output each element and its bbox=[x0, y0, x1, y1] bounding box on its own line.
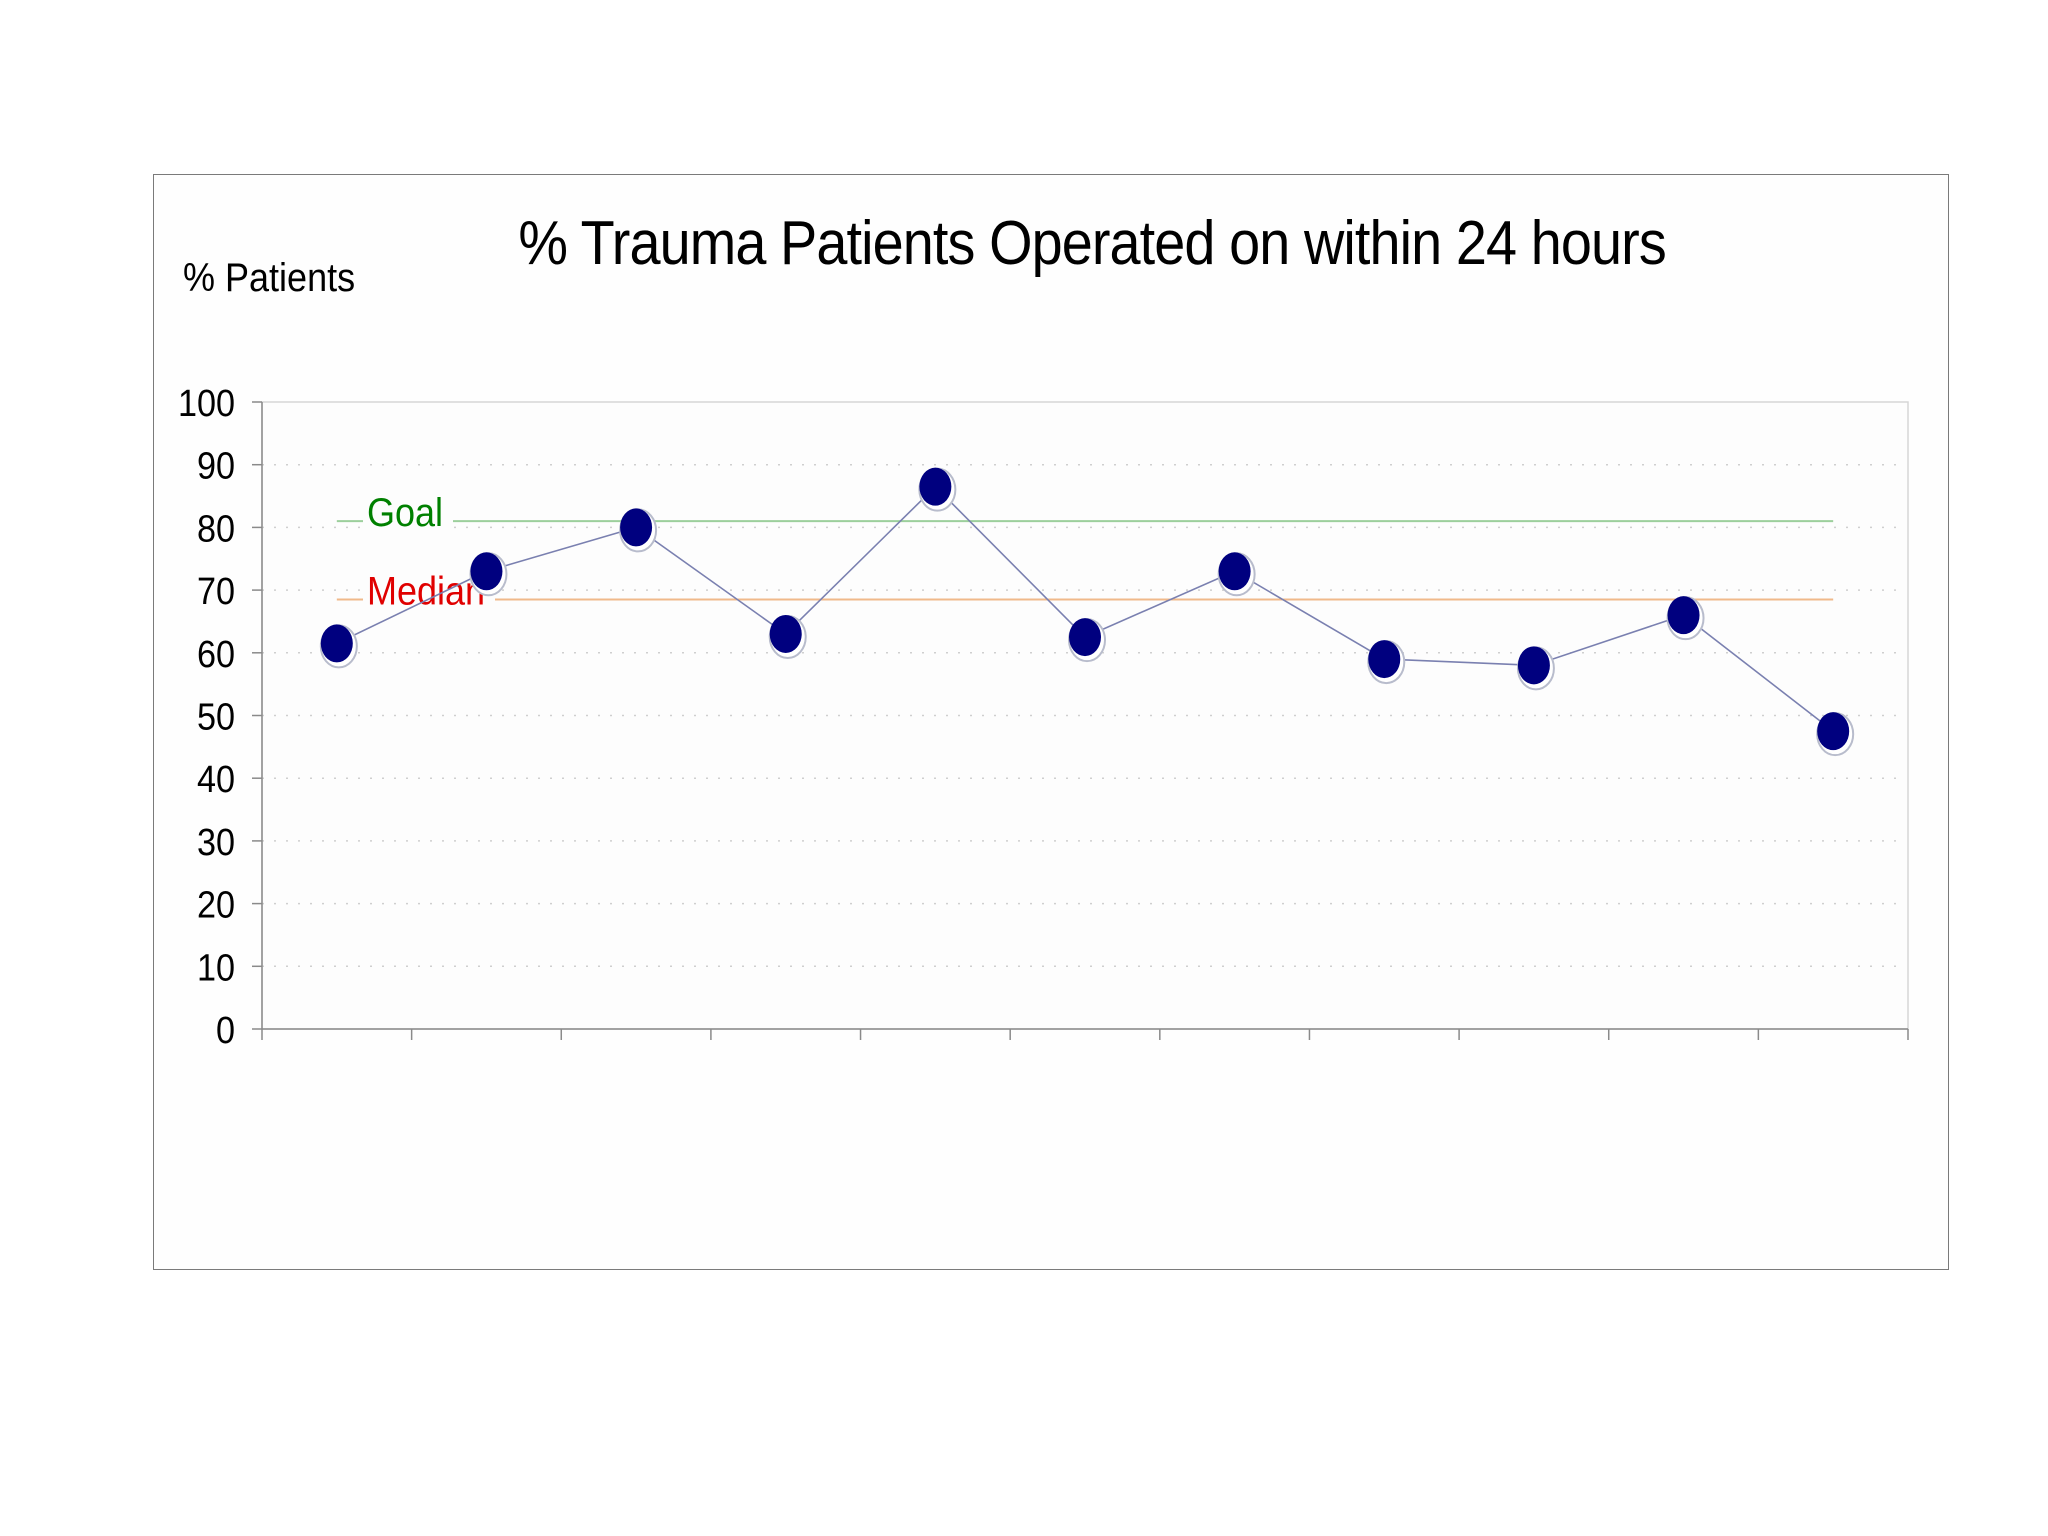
chart-title: % Trauma Patients Operated on within 24 … bbox=[518, 209, 1666, 278]
y-tick-label: 80 bbox=[197, 507, 235, 550]
data-point bbox=[619, 508, 658, 553]
data-point bbox=[1816, 712, 1855, 757]
data-point bbox=[918, 467, 957, 512]
y-tick-label: 30 bbox=[197, 820, 235, 863]
data-point bbox=[1367, 640, 1406, 685]
series-group bbox=[319, 467, 1855, 757]
data-point-marker bbox=[1069, 618, 1101, 657]
data-point-marker bbox=[1517, 646, 1550, 685]
y-tick-label: 10 bbox=[197, 946, 235, 989]
y-tick-label: 90 bbox=[197, 444, 235, 487]
gridlines bbox=[261, 401, 1909, 1030]
data-point-marker bbox=[470, 552, 503, 591]
data-point-marker bbox=[769, 614, 802, 653]
y-tick-label: 0 bbox=[216, 1008, 235, 1051]
data-point bbox=[768, 614, 807, 659]
y-tick-label: 40 bbox=[197, 758, 235, 801]
y-tick-label: 100 bbox=[178, 381, 235, 424]
y-tick-label: 70 bbox=[197, 569, 235, 612]
data-point-marker bbox=[320, 624, 353, 663]
reference-lines: Goal Median bbox=[336, 489, 1834, 614]
data-point bbox=[1666, 596, 1705, 641]
plot-area bbox=[261, 401, 1909, 1030]
data-point-marker bbox=[1218, 552, 1251, 591]
data-point-marker bbox=[620, 508, 653, 547]
y-tick-label: 20 bbox=[197, 883, 235, 926]
y-axis-label: % Patients bbox=[183, 256, 356, 300]
axes: 0 10 20 30 40 50 60 70 80 90 100 bbox=[178, 381, 1909, 1051]
data-point bbox=[1217, 552, 1256, 597]
data-point bbox=[1068, 618, 1106, 663]
data-point-marker bbox=[1667, 596, 1700, 635]
data-point bbox=[1516, 646, 1555, 691]
data-point bbox=[469, 552, 508, 597]
reference-label-goal: Goal bbox=[367, 491, 443, 535]
data-point bbox=[319, 624, 358, 669]
reference-label-median: Median bbox=[367, 570, 485, 614]
y-tick-label: 50 bbox=[197, 695, 235, 738]
data-point-marker bbox=[1817, 712, 1850, 751]
data-point-marker bbox=[1368, 640, 1401, 679]
data-point-marker bbox=[919, 467, 952, 506]
y-tick-label: 60 bbox=[197, 632, 235, 675]
reference-label-bg bbox=[363, 489, 453, 536]
